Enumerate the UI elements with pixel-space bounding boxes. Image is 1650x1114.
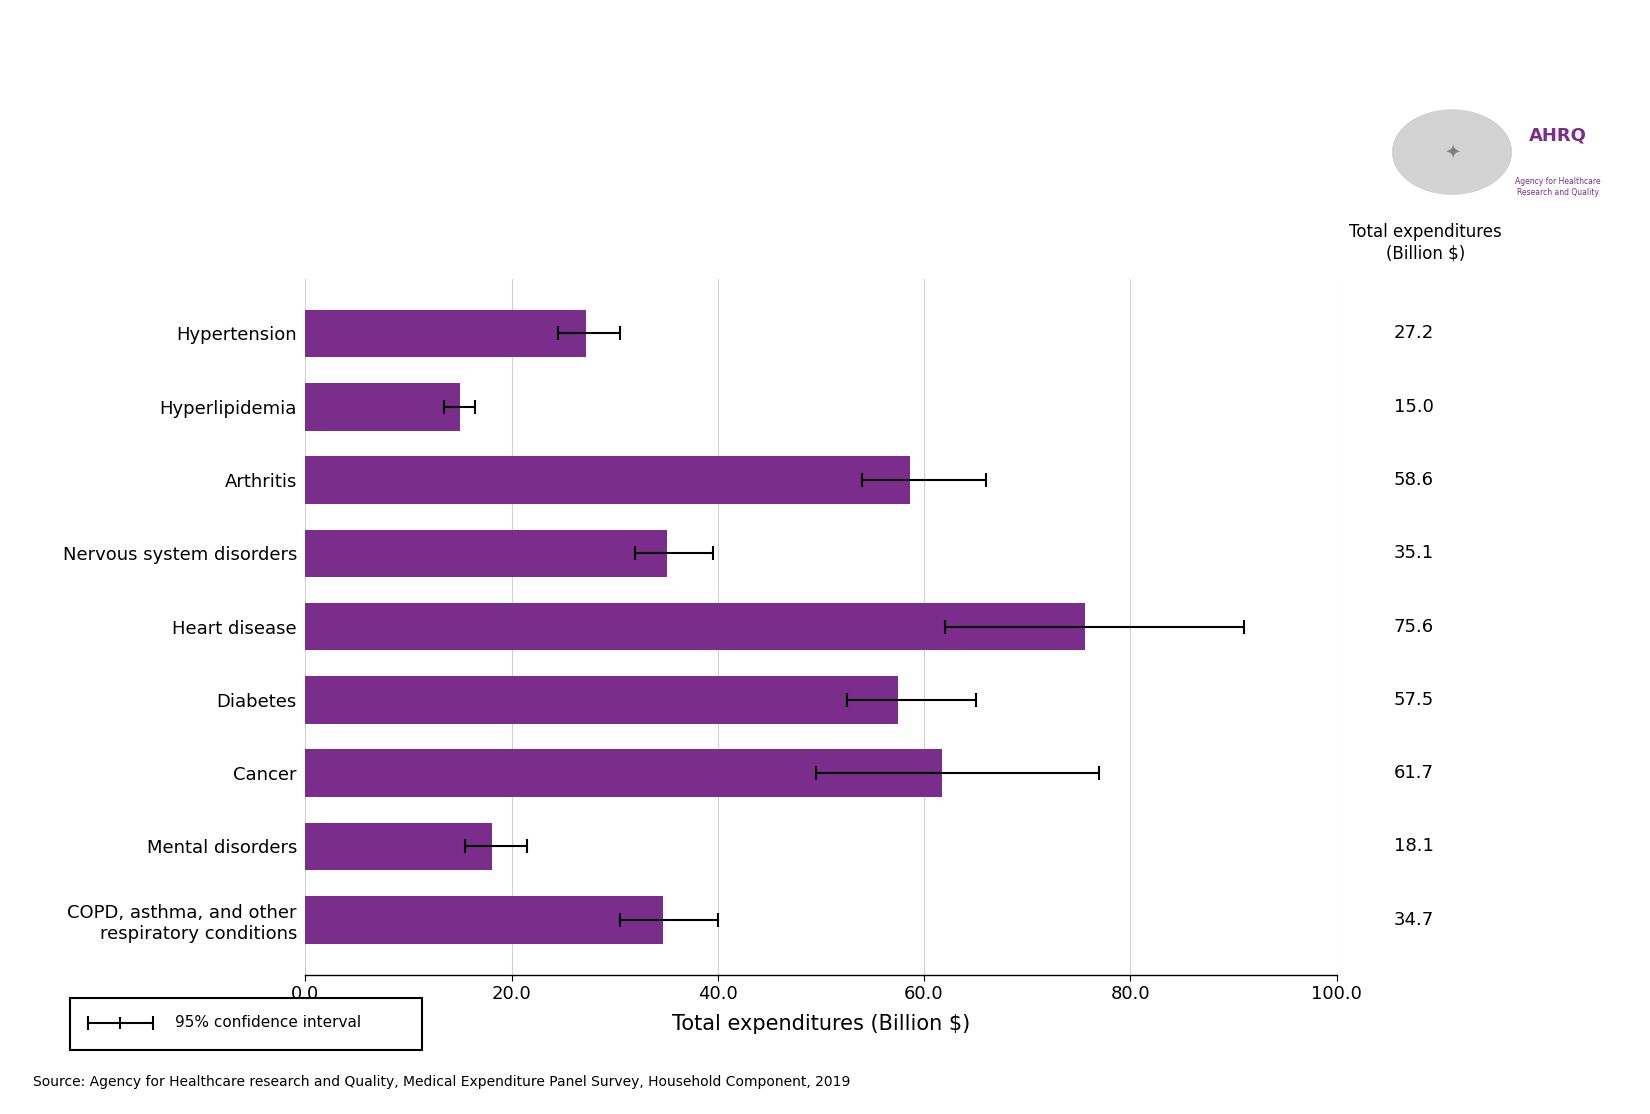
Text: Total expenditures
(Billion $): Total expenditures (Billion $) bbox=[1350, 223, 1502, 262]
Bar bbox=[305, 896, 663, 944]
Bar bbox=[305, 750, 942, 797]
Text: 35.1: 35.1 bbox=[1394, 545, 1434, 563]
Text: Agency for Healthcare
Research and Quality: Agency for Healthcare Research and Quali… bbox=[1515, 177, 1600, 197]
Bar bbox=[305, 383, 460, 431]
Text: 75.6: 75.6 bbox=[1394, 617, 1434, 636]
X-axis label: Total expenditures (Billion $): Total expenditures (Billion $) bbox=[672, 1014, 970, 1034]
Text: 18.1: 18.1 bbox=[1394, 838, 1434, 856]
Text: 15.0: 15.0 bbox=[1394, 398, 1434, 416]
FancyBboxPatch shape bbox=[69, 998, 422, 1049]
Circle shape bbox=[1393, 110, 1511, 194]
Bar bbox=[305, 676, 898, 724]
Text: 57.5: 57.5 bbox=[1394, 691, 1434, 709]
Bar bbox=[305, 529, 667, 577]
Bar bbox=[305, 603, 1086, 651]
Text: ✦: ✦ bbox=[1444, 143, 1460, 162]
Text: Figure 3. Total annual expenditures for commonly treated conditions: Figure 3. Total annual expenditures for … bbox=[12, 58, 1308, 90]
Text: 95% confidence interval: 95% confidence interval bbox=[175, 1015, 361, 1030]
Text: 27.2: 27.2 bbox=[1394, 324, 1434, 342]
Bar bbox=[305, 457, 909, 504]
Text: 34.7: 34.7 bbox=[1394, 911, 1434, 929]
Text: Source: Agency for Healthcare research and Quality, Medical Expenditure Panel Su: Source: Agency for Healthcare research a… bbox=[33, 1075, 850, 1088]
Bar bbox=[305, 822, 492, 870]
Bar bbox=[305, 310, 586, 358]
Text: among older adults, 2019: among older adults, 2019 bbox=[419, 136, 901, 169]
Text: 61.7: 61.7 bbox=[1394, 764, 1434, 782]
Text: AHRQ: AHRQ bbox=[1528, 127, 1587, 145]
Ellipse shape bbox=[1361, 35, 1650, 292]
Text: 58.6: 58.6 bbox=[1394, 471, 1434, 489]
